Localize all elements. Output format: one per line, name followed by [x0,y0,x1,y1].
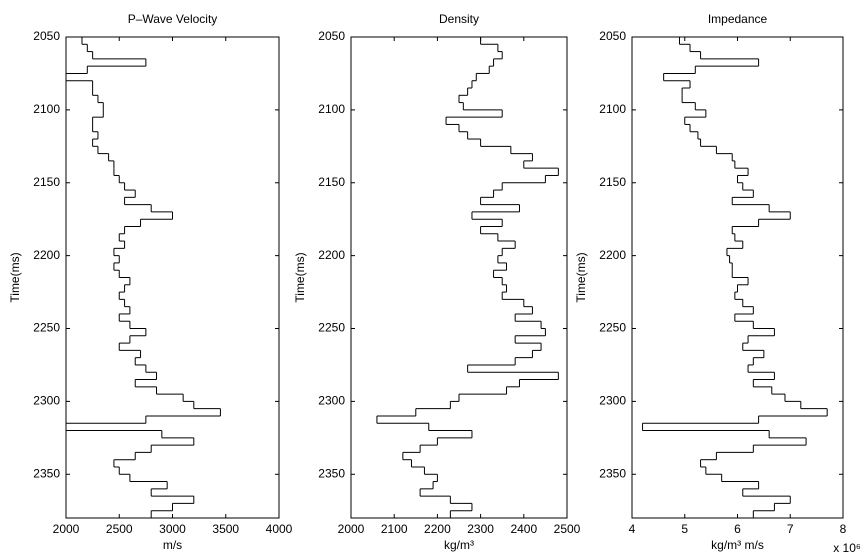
y-tick-label: 2300 [33,394,60,408]
x-tick-label: 7 [787,522,794,536]
x-tick-label: 2500 [106,522,133,536]
y-tick-label: 2350 [318,466,345,480]
y-tick-label: 2250 [318,321,345,335]
axes-box [65,36,280,519]
x-axis-label: kg/m³ [444,538,474,552]
y-tick-label: 2100 [599,102,626,116]
y-tick-label: 2050 [318,29,345,43]
y-tick-label: 2150 [599,175,626,189]
x-tick-label: 2500 [554,522,581,536]
chart-title: P–Wave Velocity [128,12,218,26]
x-tick-label: 2100 [381,522,408,536]
x-axis-exponent: x 10⁶ [833,541,861,555]
x-tick-label: 8 [840,522,847,536]
y-tick-label: 2200 [33,248,60,262]
y-tick-label: 2350 [33,466,60,480]
x-tick-label: 2200 [424,522,451,536]
y-tick-label: 2200 [318,248,345,262]
y-tick-label: 2250 [33,321,60,335]
x-axis-label: m/s [163,538,182,552]
y-tick-label: 2250 [599,321,626,335]
x-tick-label: 3500 [212,522,239,536]
x-tick-label: 2300 [467,522,494,536]
x-tick-label: 2400 [510,522,537,536]
x-tick-label: 3000 [159,522,186,536]
x-tick-label: 2000 [338,522,365,536]
y-tick-label: 2100 [318,102,345,116]
y-tick-label: 2350 [599,466,626,480]
axes-box [631,36,844,519]
y-axis-label: Time(ms) [574,252,588,302]
plot-area [376,37,559,518]
y-tick-label: 2150 [318,175,345,189]
y-tick-label: 2200 [599,248,626,262]
x-tick-label: 4000 [266,522,293,536]
plot-area [642,37,828,518]
plot-area [66,37,221,518]
y-tick-label: 2050 [599,29,626,43]
y-axis-label: Time(ms) [293,252,307,302]
axes-box [350,36,568,519]
x-tick-label: 6 [734,522,741,536]
y-axis-label: Time(ms) [8,252,22,302]
x-axis-label: kg/m³ m/s [711,538,764,552]
x-tick-label: 5 [681,522,688,536]
y-tick-label: 2050 [33,29,60,43]
y-tick-label: 2300 [599,394,626,408]
chart-title: Density [439,12,479,26]
x-tick-label: 2000 [53,522,80,536]
y-tick-label: 2150 [33,175,60,189]
y-tick-label: 2300 [318,394,345,408]
x-tick-label: 4 [629,522,636,536]
chart-title: Impedance [708,12,768,26]
y-tick-label: 2100 [33,102,60,116]
